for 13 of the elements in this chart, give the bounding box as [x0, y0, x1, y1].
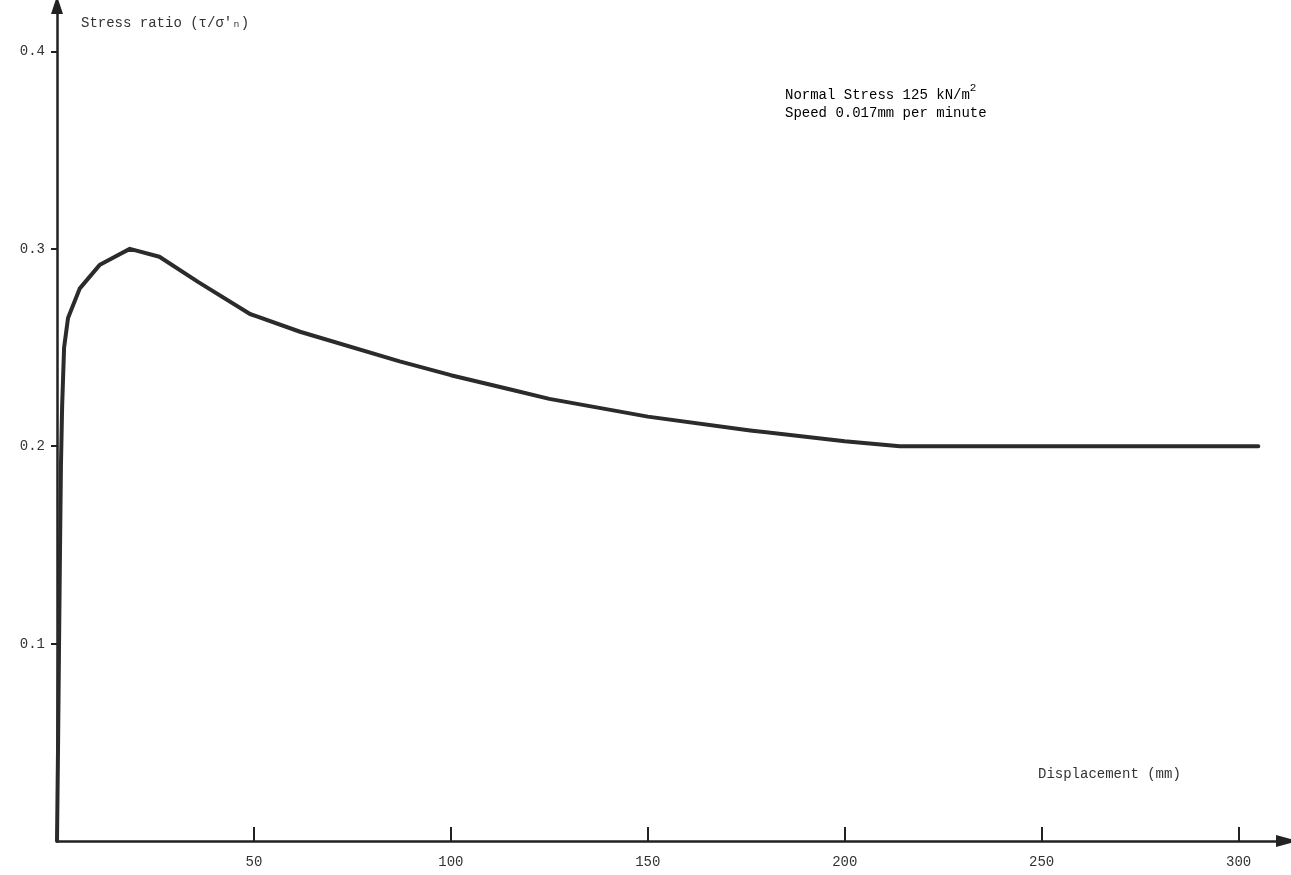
x-tick-label: 300: [1226, 854, 1252, 870]
annotation: Speed 0.017mm per minute: [785, 105, 987, 121]
x-axis-title: Displacement (mm): [1038, 766, 1181, 782]
y-tick-label: 0.2: [19, 438, 45, 455]
x-tick-label: 50: [245, 854, 263, 870]
y-axis-title: Stress ratio (τ/σ'ₙ): [81, 15, 250, 31]
y-tick-label: 0.1: [19, 635, 45, 652]
x-tick-label: 250: [1029, 854, 1055, 870]
x-tick-label: 100: [438, 854, 464, 870]
y-tick-label: 0.3: [19, 240, 45, 257]
x-tick-label: 200: [832, 854, 858, 870]
y-tick-label: 0.4: [19, 43, 45, 60]
x-tick-label: 150: [635, 854, 661, 870]
